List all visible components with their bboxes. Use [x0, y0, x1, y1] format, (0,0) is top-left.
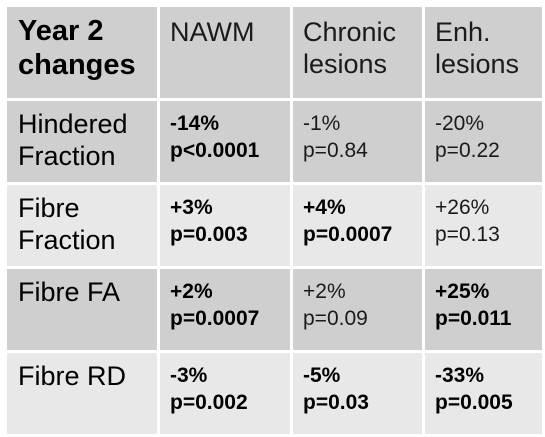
- value-cell: -14% p<0.0001: [160, 101, 290, 182]
- column-header-label: lesions: [303, 48, 388, 79]
- row-label: Fraction: [18, 225, 116, 256]
- change-value: +4%: [303, 196, 346, 219]
- value-cell: +2% p=0.0007: [160, 269, 290, 350]
- change-value: +3%: [170, 196, 213, 219]
- table-row-fibre-fraction: Fibre Fraction +3% p=0.003 +4% p=0.0007 …: [7, 185, 542, 266]
- row-label-cell: Hindered Fraction: [7, 101, 157, 182]
- title-line-1: Year 2: [18, 15, 104, 47]
- row-label: Fibre RD: [18, 361, 127, 391]
- change-value: +2%: [170, 280, 213, 303]
- value-cell: +25% p=0.011: [425, 269, 542, 350]
- value-cell: -20% p=0.22: [425, 101, 542, 182]
- change-value: +25%: [435, 280, 490, 303]
- p-value: p=0.09: [303, 306, 368, 330]
- column-header-label: NAWM: [170, 17, 255, 47]
- change-value: +26%: [435, 196, 490, 219]
- p-value: p=0.22: [435, 138, 500, 162]
- value-cell: -5% p=0.03: [293, 353, 422, 434]
- row-label: Fibre FA: [18, 277, 121, 307]
- table-title: Year 2 changes: [18, 15, 157, 83]
- value-cell: +3% p=0.003: [160, 185, 290, 266]
- value-cell: -1% p=0.84: [293, 101, 422, 182]
- header-col-nawm: NAWM: [160, 7, 290, 98]
- title-line-2: changes: [18, 48, 136, 81]
- row-label-cell: Fibre FA: [7, 269, 157, 350]
- change-value: -3%: [170, 364, 208, 387]
- p-value: p=0.011: [435, 306, 512, 330]
- change-value: -5%: [303, 364, 341, 387]
- p-value: p=0.03: [303, 390, 369, 414]
- header-title-cell: Year 2 changes: [7, 7, 157, 98]
- row-label: Hindered: [18, 109, 128, 139]
- change-value: -1%: [303, 112, 341, 135]
- p-value: p<0.0001: [170, 138, 260, 162]
- column-header-label: Enh.: [435, 17, 491, 47]
- row-label-cell: Fibre RD: [7, 353, 157, 434]
- value-cell: +26% p=0.13: [425, 185, 542, 266]
- change-value: +2%: [303, 280, 346, 303]
- change-value: -14%: [170, 112, 220, 135]
- change-value: -33%: [435, 364, 485, 387]
- table-row-fibre-rd: Fibre RD -3% p=0.002 -5% p=0.03 -33% p=0…: [7, 353, 542, 434]
- column-header-label: Chronic: [303, 17, 397, 47]
- table-header-row: Year 2 changes NAWM Chronic lesions Enh.…: [7, 7, 542, 98]
- row-label: Fibre: [18, 193, 80, 223]
- p-value: p=0.002: [170, 390, 248, 414]
- value-cell: +2% p=0.09: [293, 269, 422, 350]
- header-col-enh-lesions: Enh. lesions: [425, 7, 542, 98]
- header-col-chronic-lesions: Chronic lesions: [293, 7, 422, 98]
- p-value: p=0.0007: [170, 306, 260, 330]
- p-value: p=0.003: [170, 222, 248, 246]
- results-table: Year 2 changes NAWM Chronic lesions Enh.…: [4, 4, 545, 437]
- row-label-cell: Fibre Fraction: [7, 185, 157, 266]
- value-cell: -3% p=0.002: [160, 353, 290, 434]
- value-cell: -33% p=0.005: [425, 353, 542, 434]
- table-row-hindered-fraction: Hindered Fraction -14% p<0.0001 -1% p=0.…: [7, 101, 542, 182]
- table-row-fibre-fa: Fibre FA +2% p=0.0007 +2% p=0.09 +25% p=…: [7, 269, 542, 350]
- row-label: Fraction: [18, 141, 116, 172]
- p-value: p=0.0007: [303, 222, 393, 246]
- value-cell: +4% p=0.0007: [293, 185, 422, 266]
- p-value: p=0.13: [435, 222, 500, 246]
- change-value: -20%: [435, 112, 485, 135]
- column-header-label: lesions: [435, 48, 520, 79]
- p-value: p=0.84: [303, 138, 368, 162]
- p-value: p=0.005: [435, 390, 513, 414]
